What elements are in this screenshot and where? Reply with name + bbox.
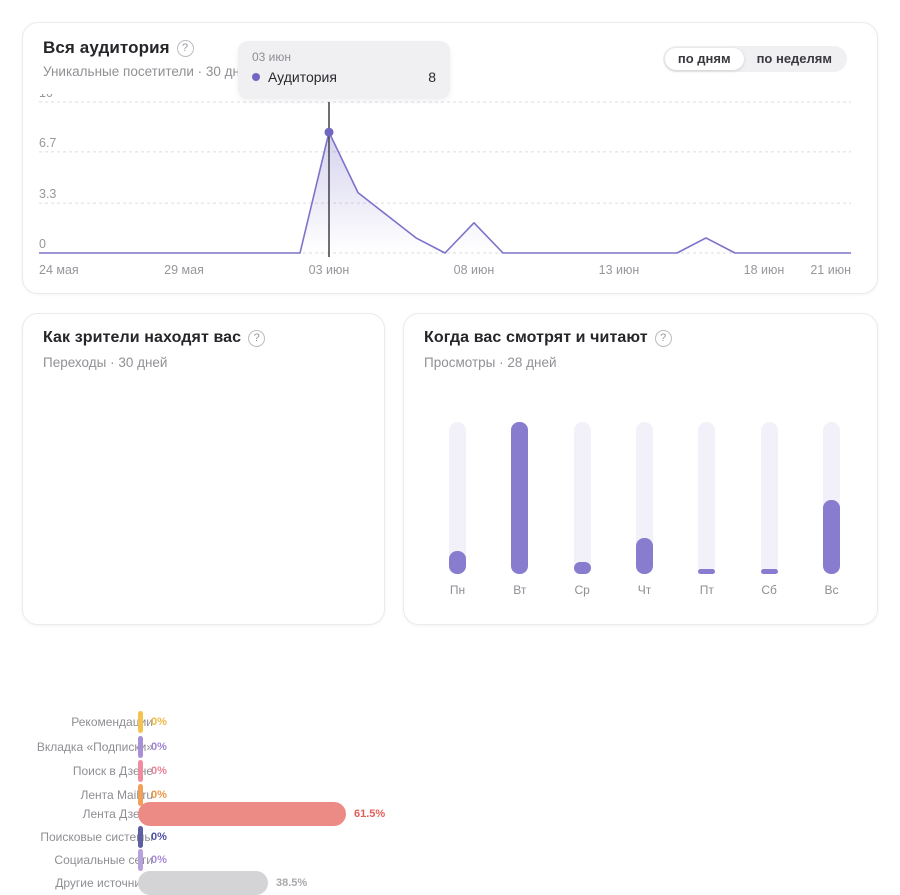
toggle-by-weeks[interactable]: по неделям [756,51,832,66]
weekday-bar-track[interactable] [511,422,529,574]
sources-card-subtitle: Переходы · 30 дней [43,355,168,370]
audience-card-title: Вся аудитория [43,38,194,58]
weekday-bar-fill [822,500,840,574]
weekday-bar-fill [698,569,716,574]
tooltip-series-label: Аудитория [268,69,337,85]
source-bar[interactable] [138,711,143,733]
source-bar[interactable] [138,849,143,871]
source-value: 0% [151,789,167,801]
source-bar[interactable] [138,826,143,848]
weekday-label: Пн [449,583,466,597]
series-dot-icon [252,73,260,81]
weekday-bar-fill [449,551,466,574]
tooltip-date: 03 июн [252,50,292,64]
source-value: 38.5% [276,877,308,889]
svg-text:03 июн: 03 июн [309,263,350,277]
weekday-label: Вс [824,583,839,597]
chart-tooltip: 03 июн Аудитория 8 [238,41,450,99]
tooltip-value: 8 [428,69,436,85]
svg-text:0: 0 [39,237,46,251]
schedule-card-subtitle: Просмотры · 28 дней [424,355,557,370]
svg-text:13 июн: 13 июн [599,263,640,277]
weekday-bar-fill [511,422,529,574]
weekday-bar-track[interactable] [822,422,840,574]
source-label: Вкладка «Подписки» [36,740,153,754]
source-row: Другие источники 38.5% [23,871,386,895]
weekday-bar-fill [635,538,653,574]
weekday-bar-fill [760,569,778,574]
weekday-bar-track[interactable] [573,422,591,574]
audience-card-subtitle: Уникальные посетители · 30 дней [43,64,256,79]
source-bar[interactable] [138,760,143,782]
source-row: Лента Дзена 61.5% [23,802,386,826]
weekday-label: Чт [637,583,652,597]
weekday-bar-fill [573,562,591,574]
source-row: Поисковые системы 0% [23,825,386,849]
source-row: Вкладка «Подписки» 0% [23,735,386,759]
source-row: Рекомендации 0% [23,710,386,734]
toggle-by-days[interactable]: по дням [664,48,744,70]
source-bar[interactable] [138,736,143,758]
source-value: 0% [151,831,167,843]
weekday-bar-track[interactable] [635,422,653,574]
audience-title-text: Вся аудитория [43,38,170,57]
help-icon[interactable] [248,329,266,347]
sources-title-text: Как зрители находят вас [43,329,242,346]
source-label: Поисковые системы [40,830,153,844]
source-row: Социальные сети 0% [23,848,386,872]
schedule-card: Когда вас смотрят и читают Просмотры · 2… [403,313,878,625]
weekday-bar-track[interactable] [698,422,716,574]
svg-text:24 мая: 24 мая [39,263,79,277]
svg-text:18 июн: 18 июн [744,263,785,277]
help-icon[interactable] [176,39,194,57]
weekday-bar-track[interactable] [760,422,778,574]
svg-text:10: 10 [39,94,53,100]
sources-card-title: Как зрители находят вас [43,329,266,347]
svg-text:21 июн: 21 июн [810,263,851,277]
help-icon[interactable] [654,329,672,347]
source-bar[interactable] [138,871,268,895]
source-value: 61.5% [354,808,386,820]
source-value: 0% [151,716,167,728]
weekday-label: Вт [513,583,527,597]
audience-line-chart[interactable]: 10 6.7 3.3 0 24 мая 29 мая 03 июн 08 июн 13 июн 1… [23,94,879,289]
weekday-label: Сб [761,583,777,597]
svg-text:08 июн: 08 июн [454,263,495,277]
weekday-bar-track[interactable] [449,422,466,574]
weekday-label: Ср [574,583,590,597]
weekday-label: Пт [699,583,714,597]
source-row: Поиск в Дзене 0% [23,759,386,783]
svg-text:6.7: 6.7 [39,136,56,150]
source-value: 0% [151,741,167,753]
schedule-card-title: Когда вас смотрят и читают [424,329,672,347]
audience-card: Вся аудитория Уникальные посетители · 30… [22,22,878,294]
sources-card: Как зрители находят вас Переходы · 30 дн… [22,313,385,895]
svg-text:29 мая: 29 мая [164,263,204,277]
source-value: 0% [151,854,167,866]
period-toggle: по дням по неделям [662,46,847,72]
source-bar[interactable] [138,802,346,826]
schedule-title-text: Когда вас смотрят и читают [424,329,648,346]
source-value: 0% [151,765,167,777]
svg-text:3.3: 3.3 [39,187,56,201]
